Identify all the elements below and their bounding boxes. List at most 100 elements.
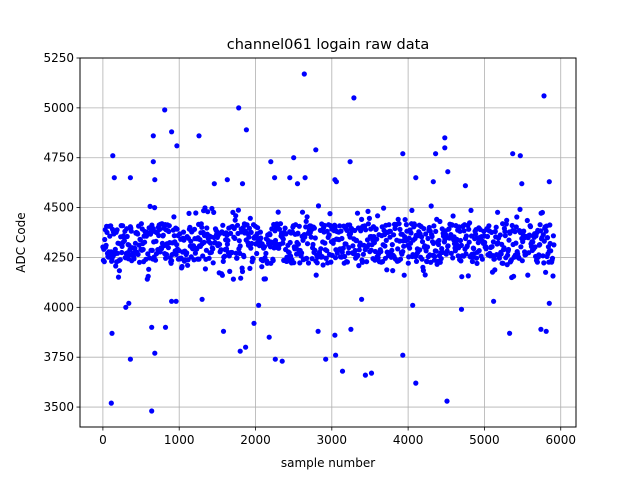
data-point bbox=[254, 250, 260, 257]
data-point bbox=[541, 238, 547, 244]
data-point bbox=[143, 233, 149, 239]
data-point bbox=[397, 256, 404, 262]
data-point bbox=[507, 330, 513, 336]
data-point bbox=[332, 255, 339, 261]
y-tick-label: 3500 bbox=[43, 400, 74, 414]
data-point bbox=[236, 238, 242, 244]
data-point bbox=[344, 227, 350, 233]
data-point bbox=[362, 372, 368, 378]
data-point bbox=[191, 226, 198, 232]
data-point bbox=[450, 213, 456, 219]
y-tick-label: 4250 bbox=[43, 250, 74, 264]
data-point bbox=[539, 209, 546, 216]
data-point bbox=[332, 332, 338, 338]
data-point bbox=[315, 328, 321, 334]
data-point bbox=[351, 95, 357, 101]
data-point bbox=[517, 206, 523, 212]
data-point bbox=[373, 226, 379, 232]
data-point bbox=[297, 260, 303, 266]
data-point bbox=[417, 247, 423, 253]
data-point bbox=[519, 258, 525, 264]
data-point bbox=[397, 226, 403, 232]
data-point bbox=[299, 209, 306, 215]
data-point bbox=[272, 356, 278, 362]
data-point bbox=[400, 151, 406, 157]
data-point bbox=[174, 143, 180, 149]
data-point bbox=[412, 222, 418, 228]
y-tick-label: 3750 bbox=[43, 350, 74, 364]
data-point bbox=[196, 133, 202, 139]
data-point bbox=[228, 230, 234, 236]
data-point bbox=[205, 209, 211, 215]
y-tick-label: 5250 bbox=[43, 51, 74, 65]
data-point bbox=[103, 242, 109, 248]
data-point bbox=[202, 266, 208, 272]
data-point bbox=[461, 228, 467, 234]
data-point bbox=[114, 227, 120, 233]
data-point bbox=[550, 273, 556, 279]
data-point bbox=[137, 237, 143, 243]
data-point bbox=[519, 181, 525, 187]
data-point bbox=[173, 251, 179, 257]
data-point bbox=[323, 255, 329, 261]
data-point bbox=[466, 239, 472, 245]
y-tick-label: 4750 bbox=[43, 151, 74, 165]
data-point bbox=[267, 232, 273, 238]
data-point bbox=[400, 352, 406, 358]
data-point bbox=[184, 250, 190, 256]
x-tick-label: 4000 bbox=[393, 433, 424, 447]
data-point bbox=[338, 228, 344, 234]
data-point bbox=[353, 237, 360, 243]
data-point bbox=[236, 105, 242, 111]
data-point bbox=[521, 228, 527, 234]
data-point bbox=[525, 272, 531, 278]
x-tick-label: 3000 bbox=[317, 433, 348, 447]
data-point bbox=[313, 272, 319, 278]
x-tick-label: 0 bbox=[99, 433, 107, 447]
data-point bbox=[352, 247, 358, 254]
data-point bbox=[310, 241, 316, 248]
data-point bbox=[174, 242, 180, 248]
data-point bbox=[342, 253, 348, 260]
data-point bbox=[219, 272, 225, 278]
data-point bbox=[407, 245, 413, 251]
data-point bbox=[128, 228, 134, 234]
data-point bbox=[113, 263, 119, 269]
data-point bbox=[365, 221, 371, 227]
data-point bbox=[152, 257, 159, 263]
data-point bbox=[430, 179, 436, 185]
x-tick-label: 1000 bbox=[164, 433, 195, 447]
data-point bbox=[270, 257, 276, 264]
data-point bbox=[327, 211, 333, 217]
data-point bbox=[225, 237, 231, 244]
data-point bbox=[185, 262, 191, 268]
data-point bbox=[165, 245, 171, 251]
data-point bbox=[466, 226, 472, 232]
data-point bbox=[547, 222, 553, 228]
data-point bbox=[550, 233, 557, 239]
data-point bbox=[532, 244, 538, 250]
data-point bbox=[401, 243, 407, 249]
data-point bbox=[425, 235, 431, 242]
data-point bbox=[152, 205, 158, 211]
data-point bbox=[145, 273, 151, 279]
data-point bbox=[304, 214, 310, 220]
data-point bbox=[247, 215, 253, 221]
data-point bbox=[179, 263, 185, 270]
data-point bbox=[364, 259, 370, 265]
data-point bbox=[442, 135, 448, 141]
data-point bbox=[119, 243, 125, 249]
data-point bbox=[458, 242, 464, 248]
data-point bbox=[263, 250, 269, 256]
data-point bbox=[352, 227, 358, 234]
data-point bbox=[524, 217, 530, 224]
data-point bbox=[280, 240, 286, 246]
y-tick-label: 4500 bbox=[43, 201, 74, 215]
data-point bbox=[471, 246, 477, 252]
y-tick-label: 5000 bbox=[43, 101, 74, 115]
data-point bbox=[152, 350, 158, 356]
data-point bbox=[115, 274, 122, 280]
data-point bbox=[102, 236, 108, 243]
data-point bbox=[248, 229, 254, 235]
